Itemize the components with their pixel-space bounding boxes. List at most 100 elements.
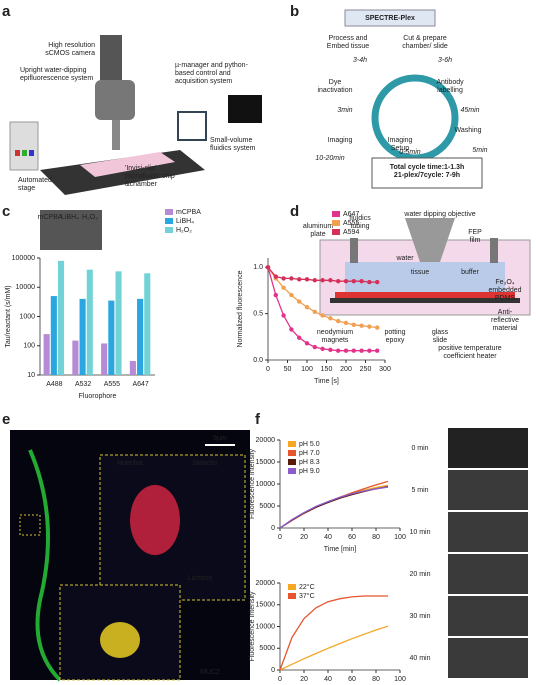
series-line (279, 595, 388, 671)
axis (279, 440, 400, 529)
y-axis-label: Normalized fluorescence (237, 270, 244, 347)
legend-swatch (288, 584, 296, 590)
frame-label: 30 min (409, 613, 430, 620)
step-label: Imaging (328, 137, 353, 144)
x-tick-label: 100 (394, 534, 406, 541)
schematic-label: material (493, 325, 518, 332)
marker (320, 278, 325, 283)
marker (367, 324, 372, 329)
callout: µ-manager and python- (175, 62, 249, 69)
marker (336, 318, 341, 324)
marker (336, 278, 341, 284)
stain-label: Hoechst (117, 460, 143, 467)
step-label: labelling (437, 87, 463, 94)
marker (359, 278, 364, 284)
x-tick-label: 40 (324, 534, 332, 541)
y-tick-label: 20000 (256, 437, 276, 444)
schematic-label: fluidics (349, 215, 371, 222)
marker (367, 279, 372, 285)
marker (367, 348, 372, 353)
frame-image (448, 512, 528, 552)
schematic-label: embedded (488, 287, 521, 294)
step-label: Embed tissue (327, 43, 370, 50)
x-tick-label: A488 (46, 381, 62, 388)
callout: acquisition system (175, 78, 232, 85)
y-tick-label: 20000 (256, 580, 276, 587)
legend-swatch (288, 441, 296, 447)
step-label: Setup (391, 145, 409, 152)
x-tick-label: 0 (278, 534, 282, 541)
y-tick-label: 1000 (19, 313, 35, 320)
schematic-label: Anti- (498, 309, 513, 316)
panel-letter: a (2, 3, 11, 20)
x-tick-label: 60 (348, 676, 356, 683)
schematic-label: slide (433, 337, 448, 344)
marker (343, 278, 349, 284)
schematic-label: potting (384, 329, 405, 336)
summary: 21-plex/7cycle: 7-9h (394, 172, 460, 179)
step-label: Dye (329, 79, 342, 86)
marker (289, 276, 294, 281)
callout: Upright water-dipping (20, 67, 87, 74)
y-axis-label: Tau/reactant (s/mM) (5, 285, 12, 347)
frame-label: 40 min (409, 655, 430, 662)
step-time: 3-6h (438, 57, 452, 64)
schematic-label: PDMS (495, 295, 516, 302)
marker (359, 348, 364, 353)
x-tick-label: 250 (360, 366, 372, 373)
marker (297, 335, 302, 340)
marker (351, 278, 356, 284)
callout: stage (18, 185, 35, 192)
step-time: 3-4h (353, 57, 367, 64)
step-label: Process and (329, 35, 368, 42)
microscope-illustration (9, 35, 262, 195)
tube-label: H₂O₂ (82, 214, 98, 221)
marker (304, 277, 310, 282)
marker (273, 274, 278, 279)
callout: &chamber (125, 181, 158, 188)
schematic-label: buffer (461, 269, 479, 276)
frame-image (448, 428, 528, 468)
legend-label: A647 (343, 211, 359, 218)
legend-swatch (288, 593, 296, 599)
tube-label: LiBH₄ (61, 214, 79, 221)
bar (129, 361, 136, 375)
marker (375, 325, 380, 330)
step-label: inactivation (317, 87, 352, 94)
legend-swatch (165, 209, 173, 215)
y-tick-label: 1.0 (253, 264, 263, 271)
x-tick-label: 60 (348, 534, 356, 541)
schematic-label: magnets (322, 337, 349, 344)
y-tick-label: 15000 (256, 602, 276, 609)
diagram-title: SPECTRE-Plex (365, 15, 415, 22)
schematic-label: epoxy (386, 337, 405, 344)
frame-label: 5 min (411, 487, 428, 494)
callout: 'Invisi-slip' (125, 165, 156, 172)
tube-photo (40, 210, 102, 250)
schematic-label: tubing (350, 223, 369, 230)
summary: Total cycle time:1-1.3h (390, 164, 465, 171)
legend-swatch (332, 220, 340, 226)
y-tick-label: 10000 (256, 481, 276, 488)
y-tick-label: 5000 (259, 645, 275, 652)
y-tick-label: 0 (271, 525, 275, 532)
marker (328, 316, 333, 321)
marker (328, 347, 333, 352)
x-tick-label: A532 (75, 381, 91, 388)
marker (351, 322, 356, 327)
marker (343, 348, 349, 353)
frame-label: 10 min (409, 529, 430, 536)
x-tick-label: 20 (300, 534, 308, 541)
series-line (279, 484, 389, 529)
bar (108, 300, 115, 375)
x-tick-label: A555 (104, 381, 120, 388)
marker (297, 299, 302, 304)
legend-swatch (288, 468, 296, 474)
marker (312, 309, 317, 314)
marker (297, 277, 302, 282)
x-axis-label: Time [min] (324, 546, 356, 553)
x-tick-label: 80 (372, 676, 380, 683)
panel-letter: c (2, 203, 10, 220)
series-line (279, 625, 389, 671)
